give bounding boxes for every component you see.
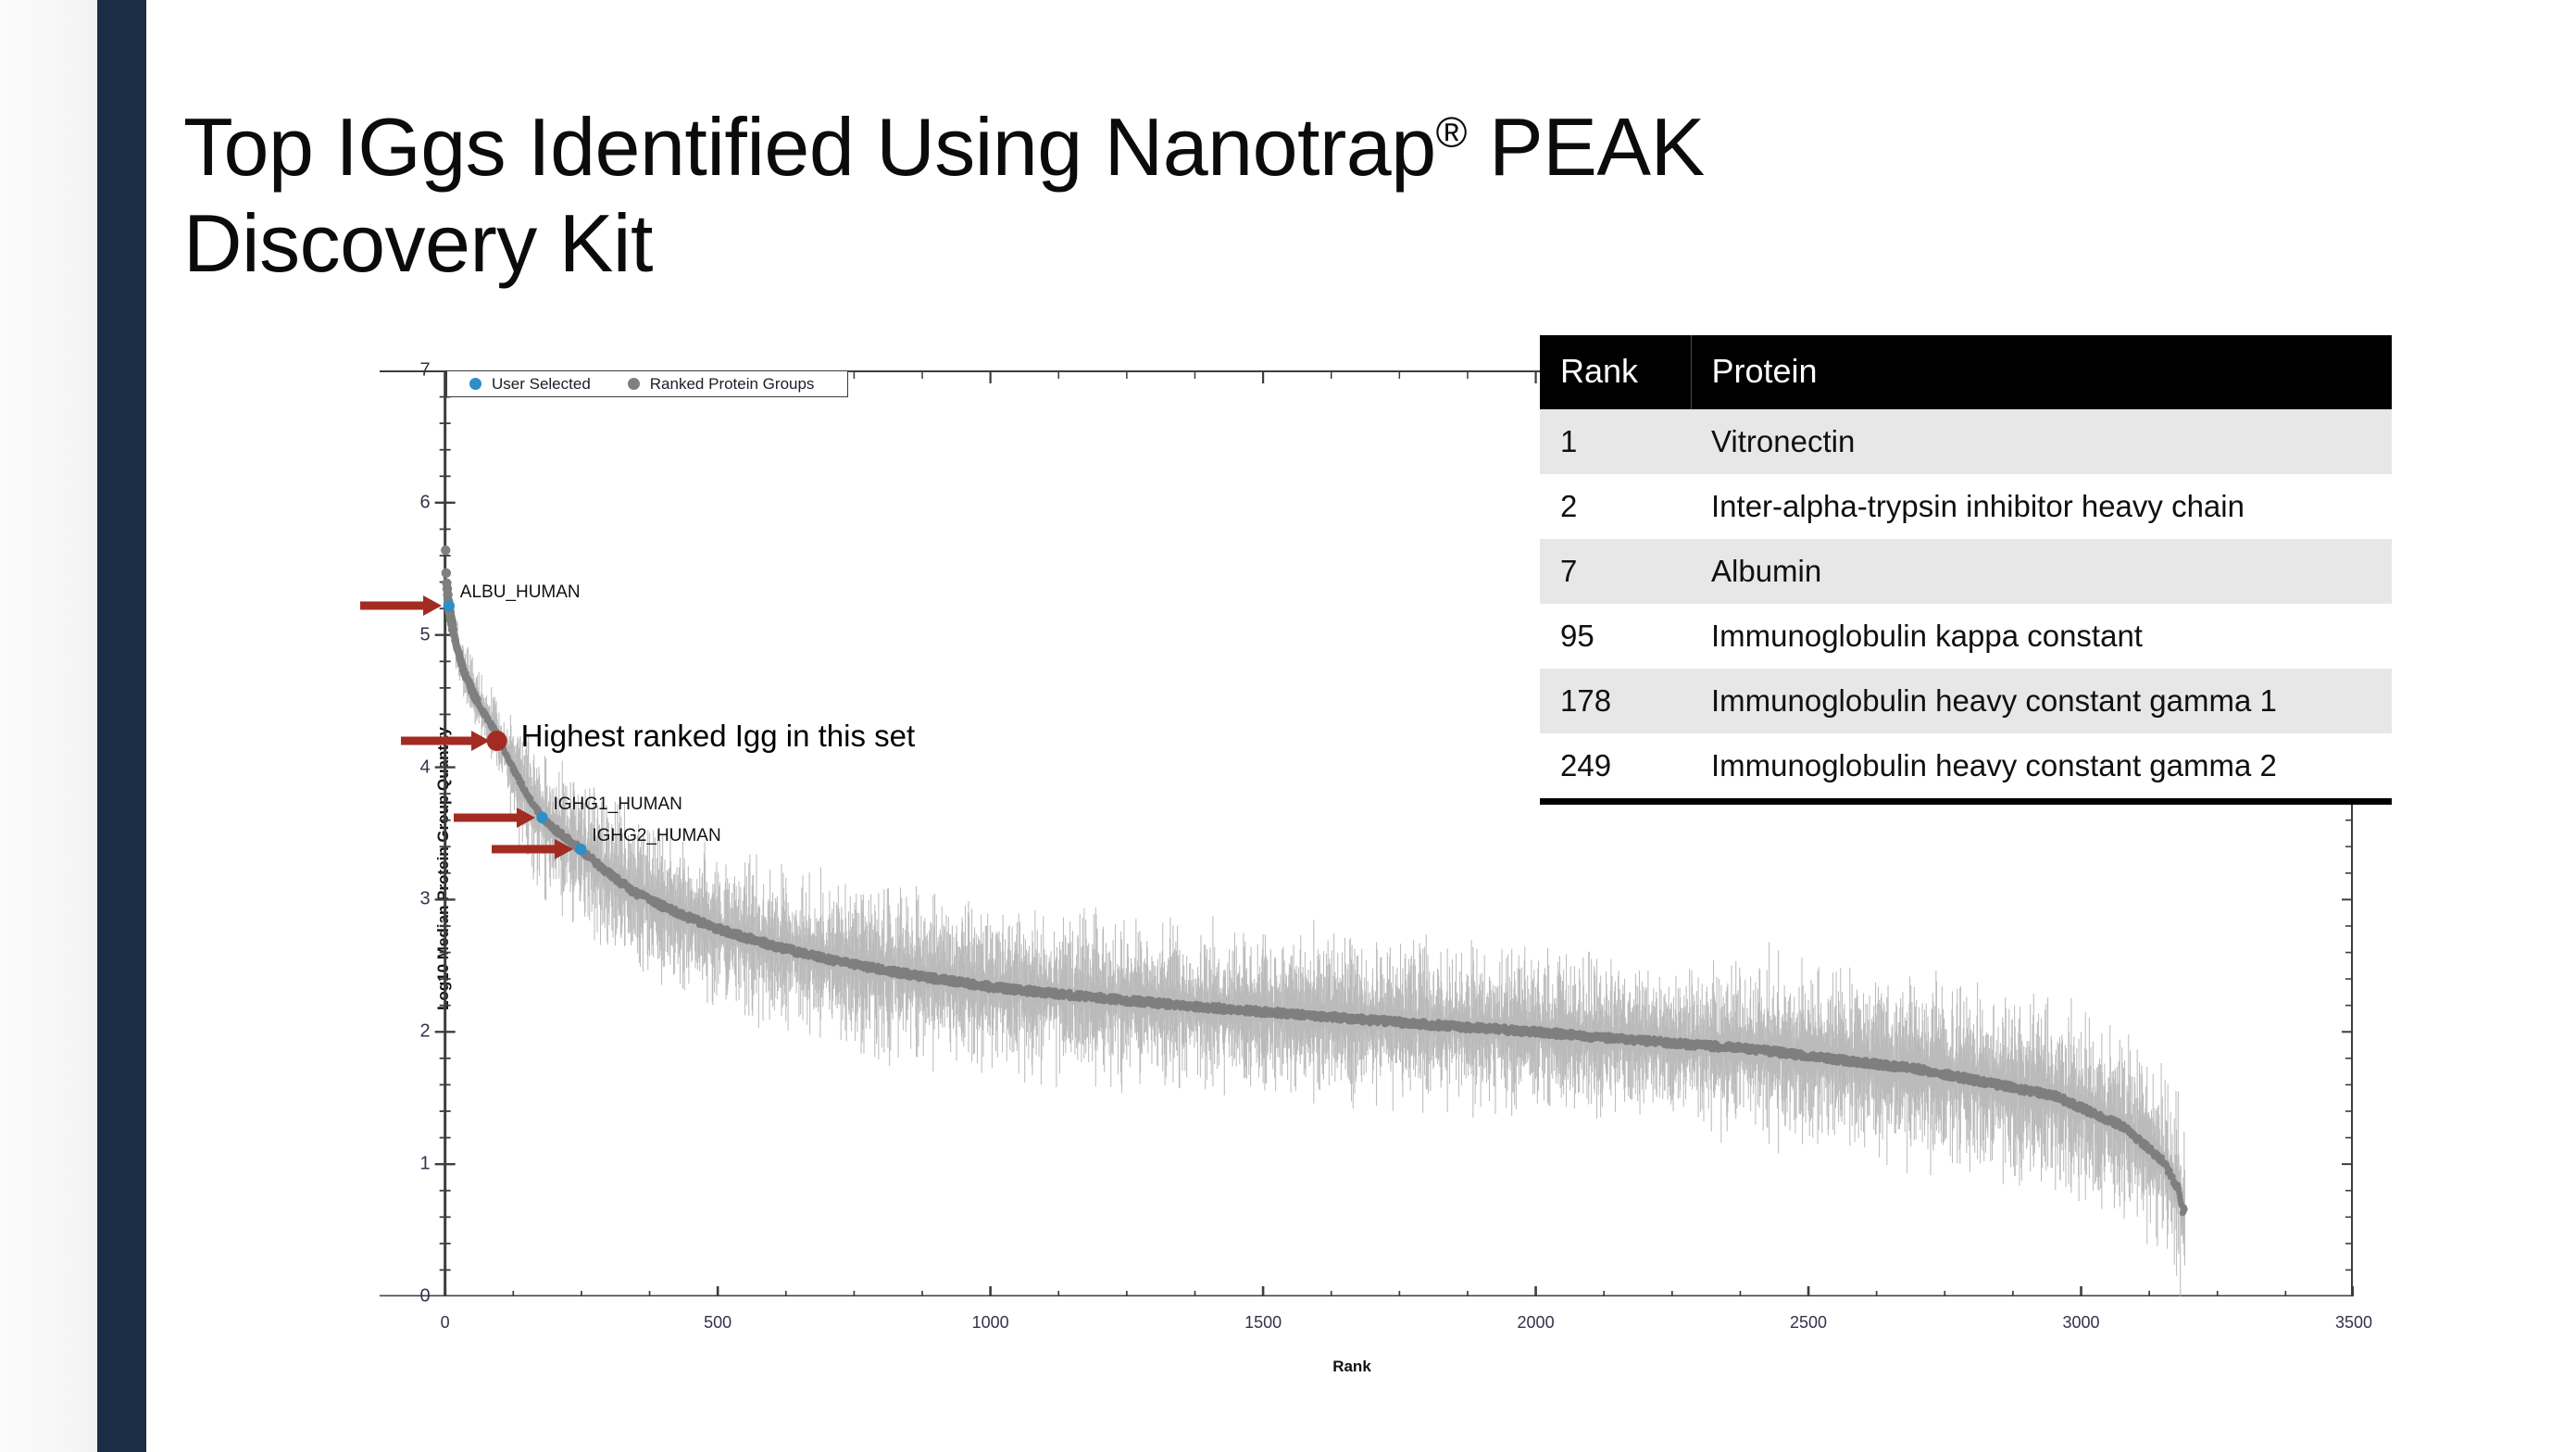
legend-item-ranked-protein-groups: Ranked Protein Groups bbox=[615, 375, 839, 394]
x-tick-label: 2000 bbox=[1517, 1313, 1555, 1332]
registered-trademark-symbol: ® bbox=[1435, 107, 1468, 156]
x-tick-label: 1500 bbox=[1244, 1313, 1282, 1332]
table-header-row: Rank Protein bbox=[1540, 335, 2392, 409]
chart-x-axis-label: Rank bbox=[1332, 1358, 1371, 1375]
table-cell-rank: 2 bbox=[1560, 489, 1578, 523]
protein-rank-table: Rank Protein 1 Vitronectin 2 Inter-alpha-tr… bbox=[1540, 335, 2392, 805]
table-cell-rank: 1 bbox=[1540, 409, 1691, 474]
annotation-arrow-icon bbox=[400, 729, 490, 753]
page-title-line2: Discovery Kit bbox=[183, 196, 653, 289]
table-cell-rank: 178 bbox=[1540, 669, 1691, 733]
legend-item-user-selected: User Selected bbox=[456, 375, 615, 394]
y-tick-label: 4 bbox=[419, 757, 431, 778]
table-row: 178 Immunoglobulin heavy constant gamma 1 bbox=[1540, 669, 2392, 733]
y-tick-label: 7 bbox=[419, 359, 431, 381]
table-cell-protein: Immunoglobulin kappa constant bbox=[1711, 619, 2143, 653]
table-row: 7 Albumin bbox=[1540, 539, 2392, 604]
annotation-label: IGHG1_HUMAN bbox=[553, 794, 682, 814]
table-cell-protein: Immunoglobulin heavy constant gamma 1 bbox=[1691, 669, 2392, 733]
table-row: 249 Immunoglobulin heavy constant gamma 2 bbox=[1540, 733, 2392, 805]
table-cell-rank: 7 bbox=[1540, 539, 1691, 604]
x-tick-label: 0 bbox=[440, 1313, 450, 1332]
annotation-label: ALBU_HUMAN bbox=[459, 582, 581, 603]
y-tick-label: 3 bbox=[419, 888, 431, 909]
x-tick-label: 1000 bbox=[971, 1313, 1009, 1332]
legend-swatch-ranked-protein-groups bbox=[627, 378, 640, 390]
annotation-arrow-icon bbox=[453, 806, 535, 830]
legend-label-user-selected: User Selected bbox=[492, 374, 591, 393]
y-tick-label: 0 bbox=[419, 1285, 431, 1307]
annotation-arrow-icon bbox=[359, 594, 442, 618]
y-tick-label: 2 bbox=[419, 1020, 431, 1042]
table-header-rank: Rank bbox=[1540, 335, 1692, 409]
table-header-protein: Protein bbox=[1691, 335, 2392, 409]
table-cell-protein: Inter-alpha-trypsin inhibitor heavy chai… bbox=[1711, 489, 2245, 523]
table-cell-rank: 95 bbox=[1560, 619, 1594, 653]
chart-legend: User Selected Ranked Protein Groups bbox=[446, 370, 849, 397]
y-tick-label: 5 bbox=[419, 624, 431, 645]
annotation-label: IGHG2_HUMAN bbox=[592, 826, 721, 846]
annotation-label: Highest ranked Igg in this set bbox=[520, 719, 916, 753]
x-tick-label: 2500 bbox=[1790, 1313, 1828, 1332]
table-cell-protein: Vitronectin bbox=[1691, 409, 2392, 474]
x-tick-label: 500 bbox=[704, 1313, 732, 1332]
annotation-arrow-icon bbox=[492, 837, 574, 861]
table-row: 1 Vitronectin bbox=[1540, 409, 2392, 474]
table-cell-rank: 249 bbox=[1540, 733, 1691, 805]
table-row: 95 Immunoglobulin kappa constant bbox=[1540, 604, 2392, 669]
page-title-line1-head: Top IGgs Identified Using Nanotrap bbox=[183, 100, 1436, 193]
table-cell-protein: Albumin bbox=[1691, 539, 2392, 604]
table-row: 2 Inter-alpha-trypsin inhibitor heavy cha… bbox=[1540, 474, 2392, 539]
x-tick-label: 3000 bbox=[2062, 1313, 2100, 1332]
y-tick-label: 1 bbox=[419, 1153, 431, 1174]
table-body: 1 Vitronectin 2 Inter-alpha-trypsin inhibit… bbox=[1540, 409, 2392, 805]
table-cell-protein: Immunoglobulin heavy constant gamma 2 bbox=[1691, 733, 2392, 805]
y-tick-label: 6 bbox=[419, 492, 431, 513]
legend-swatch-user-selected bbox=[469, 378, 481, 390]
slide-accent-bar bbox=[97, 0, 146, 1452]
page-title-line1-tail: PEAK bbox=[1467, 100, 1705, 193]
x-tick-label: 3500 bbox=[2334, 1313, 2373, 1332]
legend-label-ranked-protein-groups: Ranked Protein Groups bbox=[649, 374, 815, 393]
page-title: Top IGgs Identified Using Nanotrap® PEAK… bbox=[183, 99, 2128, 292]
slide-left-gutter bbox=[0, 0, 97, 1452]
